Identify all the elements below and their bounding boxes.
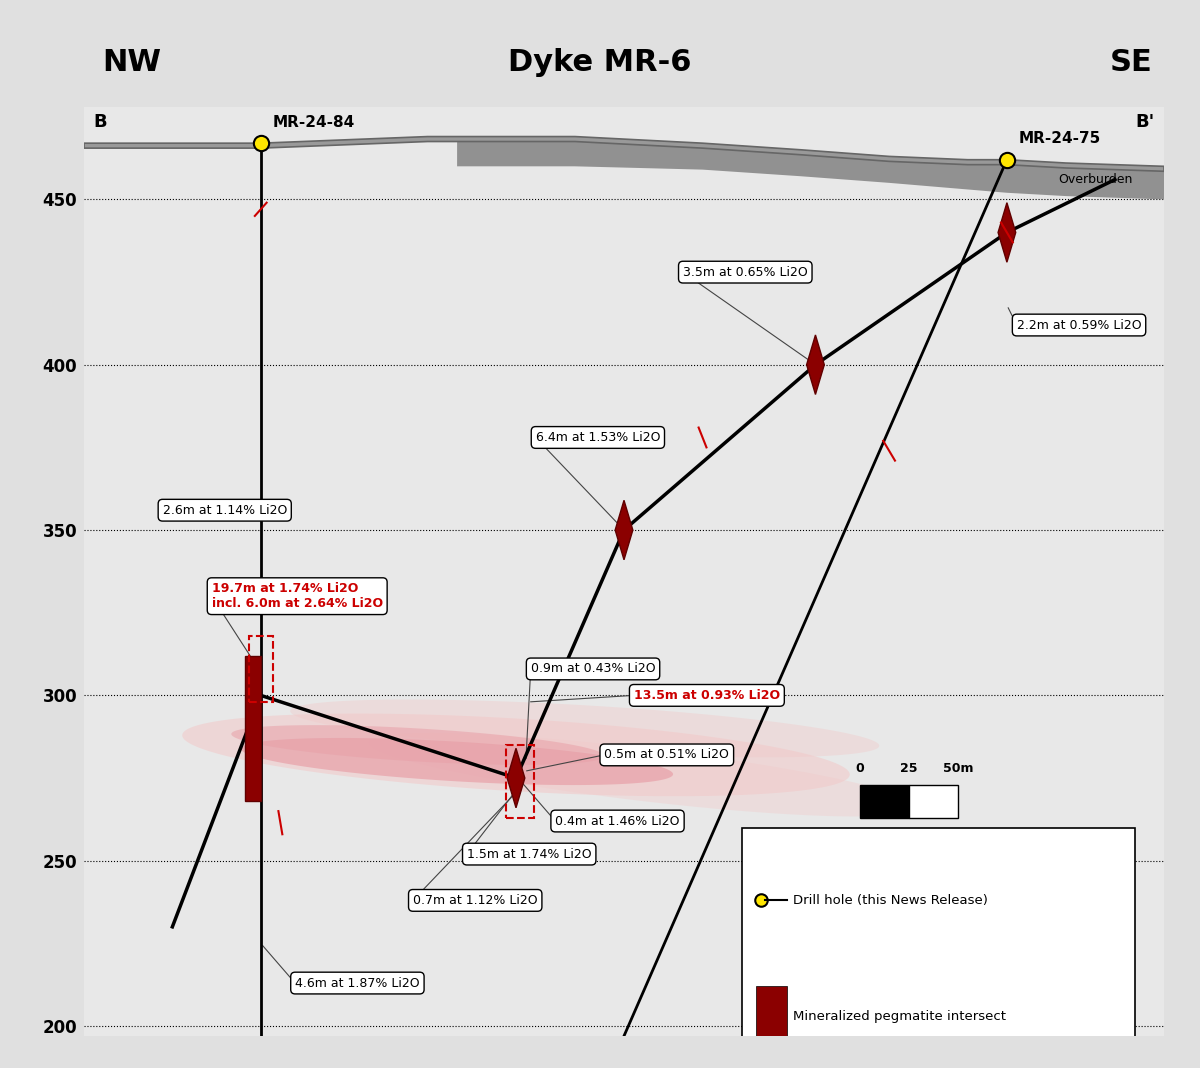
Polygon shape [806, 335, 824, 394]
Bar [245, 656, 260, 801]
Polygon shape [457, 137, 1164, 200]
Text: 3.5m at 0.65% Li2O: 3.5m at 0.65% Li2O [683, 266, 808, 279]
Polygon shape [84, 137, 1164, 171]
Text: 1.5m at 1.74% Li2O: 1.5m at 1.74% Li2O [467, 848, 592, 861]
Polygon shape [998, 203, 1015, 263]
Bar [859, 785, 908, 818]
Text: Overburden: Overburden [1058, 173, 1133, 186]
Text: 2.2m at 0.59% Li2O: 2.2m at 0.59% Li2O [1016, 318, 1141, 331]
Text: 13.5m at 0.93% Li2O: 13.5m at 0.93% Li2O [634, 689, 780, 702]
Polygon shape [241, 738, 673, 785]
Text: 4.6m at 1.87% Li2O: 4.6m at 1.87% Li2O [295, 976, 420, 990]
Bar [756, 987, 787, 1046]
Text: B': B' [1135, 113, 1154, 131]
Text: 50m: 50m [942, 761, 973, 774]
Text: 6.4m at 1.53% Li2O: 6.4m at 1.53% Li2O [535, 431, 660, 444]
Text: 0.5m at 0.51% Li2O: 0.5m at 0.51% Li2O [605, 749, 730, 761]
Text: Dyke MR-6: Dyke MR-6 [509, 48, 691, 77]
Bar [248, 635, 272, 702]
Polygon shape [616, 500, 632, 560]
Text: 19.7m at 1.74% Li2O
incl. 6.0m at 2.64% Li2O: 19.7m at 1.74% Li2O incl. 6.0m at 2.64% … [211, 582, 383, 610]
Text: 0.9m at 0.43% Li2O: 0.9m at 0.43% Li2O [530, 662, 655, 675]
Polygon shape [182, 713, 850, 797]
Bar [742, 828, 1134, 1068]
Bar [506, 745, 534, 818]
Text: 2.6m at 1.14% Li2O: 2.6m at 1.14% Li2O [162, 504, 287, 517]
Polygon shape [232, 725, 605, 765]
Polygon shape [508, 749, 524, 807]
Text: B: B [94, 113, 108, 131]
Text: MR-24-84: MR-24-84 [272, 115, 355, 130]
Text: 0.7m at 1.12% Li2O: 0.7m at 1.12% Li2O [413, 894, 538, 907]
Text: MR-24-75: MR-24-75 [1019, 131, 1100, 146]
Polygon shape [290, 700, 880, 757]
Text: 0: 0 [856, 761, 864, 774]
Bar [908, 785, 958, 818]
Text: Drill hole (this News Release): Drill hole (this News Release) [793, 894, 988, 907]
Text: 0.4m at 1.46% Li2O: 0.4m at 1.46% Li2O [556, 815, 679, 828]
Text: Mineralized pegmatite intersect: Mineralized pegmatite intersect [793, 1009, 1006, 1023]
Text: NW: NW [102, 48, 161, 77]
Text: 25: 25 [900, 761, 918, 774]
Text: SE: SE [1109, 48, 1152, 77]
Polygon shape [368, 733, 918, 816]
